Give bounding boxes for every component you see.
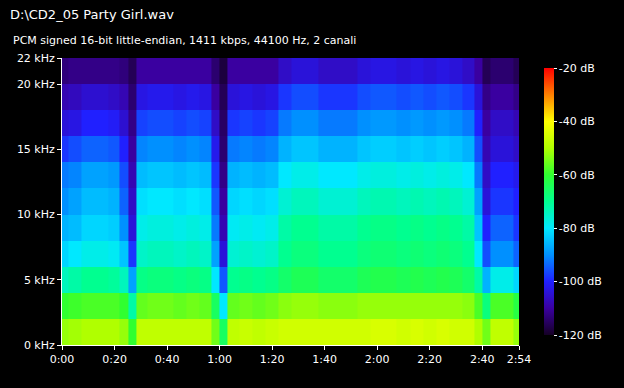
svg-text:-20 dB: -20 dB — [559, 62, 595, 75]
svg-text:2:20: 2:20 — [417, 353, 442, 366]
svg-text:1:40: 1:40 — [312, 353, 337, 366]
svg-text:20 kHz: 20 kHz — [17, 78, 55, 91]
svg-text:2:00: 2:00 — [365, 353, 390, 366]
svg-text:0:20: 0:20 — [102, 353, 127, 366]
svg-text:1:00: 1:00 — [207, 353, 232, 366]
svg-text:0:40: 0:40 — [155, 353, 180, 366]
svg-text:-60 dB: -60 dB — [559, 169, 595, 182]
svg-text:1:20: 1:20 — [260, 353, 285, 366]
svg-text:5 kHz: 5 kHz — [24, 274, 55, 287]
svg-text:10 kHz: 10 kHz — [17, 208, 55, 221]
svg-text:D:\CD2_05 Party Girl.wav: D:\CD2_05 Party Girl.wav — [10, 7, 174, 22]
svg-text:0 kHz: 0 kHz — [24, 339, 55, 352]
svg-text:2:54: 2:54 — [507, 353, 532, 366]
svg-text:PCM signed 16-bit little-endia: PCM signed 16-bit little-endian, 1411 kb… — [13, 34, 356, 47]
svg-text:-40 dB: -40 dB — [559, 115, 595, 128]
svg-text:-120 dB: -120 dB — [559, 329, 602, 342]
svg-text:-100 dB: -100 dB — [559, 275, 602, 288]
svg-text:15 kHz: 15 kHz — [17, 143, 55, 156]
svg-text:0:00: 0:00 — [50, 353, 75, 366]
svg-text:22 kHz: 22 kHz — [17, 52, 55, 65]
svg-text:-80 dB: -80 dB — [559, 222, 595, 235]
svg-text:2:40: 2:40 — [470, 353, 495, 366]
